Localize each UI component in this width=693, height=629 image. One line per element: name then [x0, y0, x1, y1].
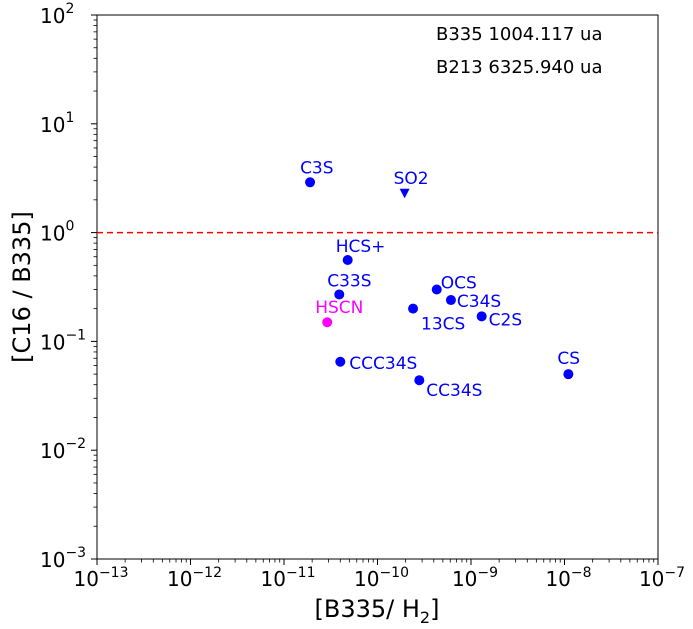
annotation-0: B335 1004.117 ua — [436, 24, 602, 45]
x-tick-label-exponent: −10 — [379, 565, 409, 581]
annotation-1: B213 6325.940 ua — [436, 57, 602, 78]
x-tick-label-base: 10 — [261, 567, 286, 591]
y-tick-label-base: 10 — [40, 330, 65, 354]
point-label-so2: SO2 — [394, 169, 429, 189]
x-tick-label-base: 10 — [354, 567, 379, 591]
y-tick-label-exponent: 1 — [65, 110, 74, 126]
x-axis-title-close: ] — [430, 595, 439, 623]
point-c34s — [445, 295, 456, 306]
y-tick-label-base: 10 — [40, 4, 65, 28]
point-label-cs: CS — [557, 349, 580, 369]
y-tick-label-exponent: −2 — [65, 436, 86, 452]
x-tick-label-exponent: −13 — [99, 565, 129, 581]
point-c33s — [334, 289, 345, 300]
y-tick-label-base: 10 — [40, 439, 65, 463]
y-tick-label-base: 10 — [40, 548, 65, 572]
point-hcs- — [342, 254, 353, 265]
y-tick-label-base: 10 — [40, 222, 65, 246]
y-tick-label-1: 10−2 — [40, 436, 86, 463]
y-tick-label-exponent: 2 — [65, 1, 74, 17]
x-tick-label-base: 10 — [545, 567, 570, 591]
x-axis-title-main: [B335/ H — [315, 595, 420, 623]
point-ocs — [431, 284, 442, 295]
point-hscn — [322, 317, 333, 328]
x-tick-label-4: 10−9 — [452, 565, 498, 591]
point-label-ocs: OCS — [441, 273, 477, 293]
point-label-c2s: C2S — [489, 310, 522, 330]
point-label-hscn: HSCN — [315, 298, 363, 318]
point-c2s — [476, 311, 487, 322]
x-tick-label-exponent: −11 — [286, 565, 316, 581]
point-label-c34s: C34S — [457, 292, 501, 312]
annotations: B335 1004.117 ua B213 6325.940 ua — [436, 24, 602, 78]
x-tick-label-6: 10−7 — [639, 565, 685, 591]
x-axis-ticks: 10−13 10−12 10−11 10−10 10−9 10−8 10−7 — [74, 559, 685, 591]
x-tick-label-2: 10−11 — [261, 565, 316, 591]
point-label-13cs: 13CS — [421, 315, 465, 335]
y-tick-label-exponent: −3 — [65, 545, 86, 561]
point-label-cc34s: CC34S — [426, 381, 482, 401]
y-tick-label-exponent: −1 — [65, 327, 86, 343]
y-tick-label-exponent: 0 — [65, 219, 74, 235]
point-13cs — [408, 303, 419, 314]
point-cs — [563, 369, 574, 380]
y-tick-label-4: 101 — [40, 110, 74, 137]
y-tick-label-5: 102 — [40, 1, 74, 28]
y-tick-label-3: 100 — [40, 219, 74, 246]
x-tick-label-base: 10 — [452, 567, 477, 591]
point-label-hcs-: HCS+ — [336, 237, 386, 257]
x-tick-label-5: 10−8 — [545, 565, 591, 591]
y-axis-title: [C16 / B335] — [8, 211, 36, 363]
point-c3s — [305, 177, 316, 188]
x-tick-label-3: 10−10 — [354, 565, 409, 591]
x-axis-title-subscript: 2 — [420, 608, 430, 627]
x-tick-label-base: 10 — [74, 567, 99, 591]
x-tick-label-exponent: −8 — [571, 565, 592, 581]
x-tick-label-1: 10−12 — [167, 565, 222, 591]
point-label-c33s: C33S — [327, 271, 371, 291]
y-tick-label-0: 10−3 — [40, 545, 86, 572]
x-tick-label-0: 10−13 — [74, 565, 129, 591]
point-cc34s — [414, 375, 425, 386]
x-tick-label-base: 10 — [167, 567, 192, 591]
x-tick-label-exponent: −7 — [664, 565, 685, 581]
point-label-c3s: C3S — [300, 158, 333, 178]
x-tick-label-base: 10 — [639, 567, 664, 591]
y-tick-label-2: 10−1 — [40, 327, 86, 354]
x-tick-label-exponent: −12 — [192, 565, 222, 581]
point-ccc34s — [335, 356, 346, 367]
x-tick-label-exponent: −9 — [477, 565, 498, 581]
point-label-ccc34s: CCC34S — [349, 354, 417, 374]
point-so2 — [399, 188, 410, 199]
y-tick-label-base: 10 — [40, 113, 65, 137]
x-axis-title: [B335/ H2] — [315, 595, 440, 627]
